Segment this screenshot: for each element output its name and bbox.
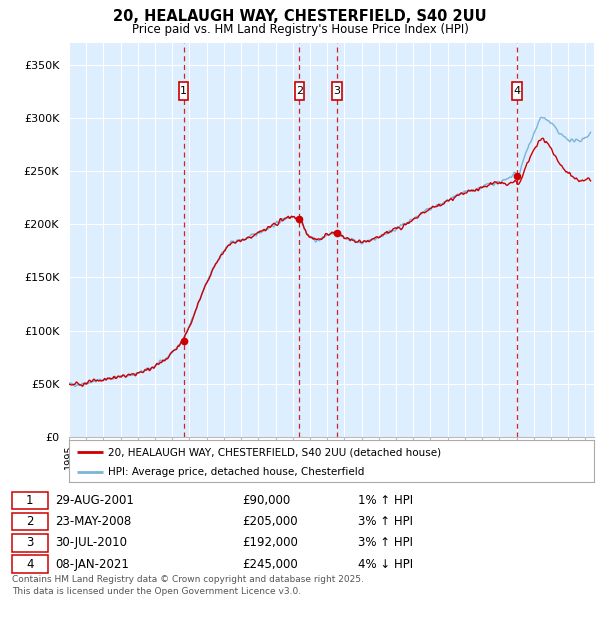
Text: 1: 1 xyxy=(180,86,187,95)
FancyBboxPatch shape xyxy=(12,492,48,509)
Text: £192,000: £192,000 xyxy=(242,536,298,549)
Text: HPI: Average price, detached house, Chesterfield: HPI: Average price, detached house, Ches… xyxy=(109,467,365,477)
Text: 2: 2 xyxy=(296,86,303,95)
Text: £205,000: £205,000 xyxy=(242,515,298,528)
Text: 29-AUG-2001: 29-AUG-2001 xyxy=(55,494,134,507)
Text: 3% ↑ HPI: 3% ↑ HPI xyxy=(358,515,413,528)
FancyBboxPatch shape xyxy=(12,556,48,573)
Text: £245,000: £245,000 xyxy=(242,557,298,570)
Text: 1: 1 xyxy=(26,494,34,507)
Text: 20, HEALAUGH WAY, CHESTERFIELD, S40 2UU (detached house): 20, HEALAUGH WAY, CHESTERFIELD, S40 2UU … xyxy=(109,447,442,457)
FancyBboxPatch shape xyxy=(12,513,48,531)
Text: 4: 4 xyxy=(26,557,34,570)
FancyBboxPatch shape xyxy=(179,82,188,100)
Text: £90,000: £90,000 xyxy=(242,494,290,507)
Text: 4: 4 xyxy=(514,86,521,95)
Text: 4% ↓ HPI: 4% ↓ HPI xyxy=(358,557,413,570)
Text: 23-MAY-2008: 23-MAY-2008 xyxy=(55,515,131,528)
Text: 30-JUL-2010: 30-JUL-2010 xyxy=(55,536,127,549)
Text: 08-JAN-2021: 08-JAN-2021 xyxy=(55,557,129,570)
FancyBboxPatch shape xyxy=(512,82,522,100)
FancyBboxPatch shape xyxy=(295,82,304,100)
Text: 2: 2 xyxy=(26,515,34,528)
FancyBboxPatch shape xyxy=(332,82,342,100)
Text: 20, HEALAUGH WAY, CHESTERFIELD, S40 2UU: 20, HEALAUGH WAY, CHESTERFIELD, S40 2UU xyxy=(113,9,487,24)
FancyBboxPatch shape xyxy=(12,534,48,552)
Text: 3% ↑ HPI: 3% ↑ HPI xyxy=(358,536,413,549)
Text: 1% ↑ HPI: 1% ↑ HPI xyxy=(358,494,413,507)
Text: 3: 3 xyxy=(26,536,34,549)
Text: 3: 3 xyxy=(334,86,341,95)
Text: Contains HM Land Registry data © Crown copyright and database right 2025.
This d: Contains HM Land Registry data © Crown c… xyxy=(12,575,364,596)
Text: Price paid vs. HM Land Registry's House Price Index (HPI): Price paid vs. HM Land Registry's House … xyxy=(131,23,469,36)
